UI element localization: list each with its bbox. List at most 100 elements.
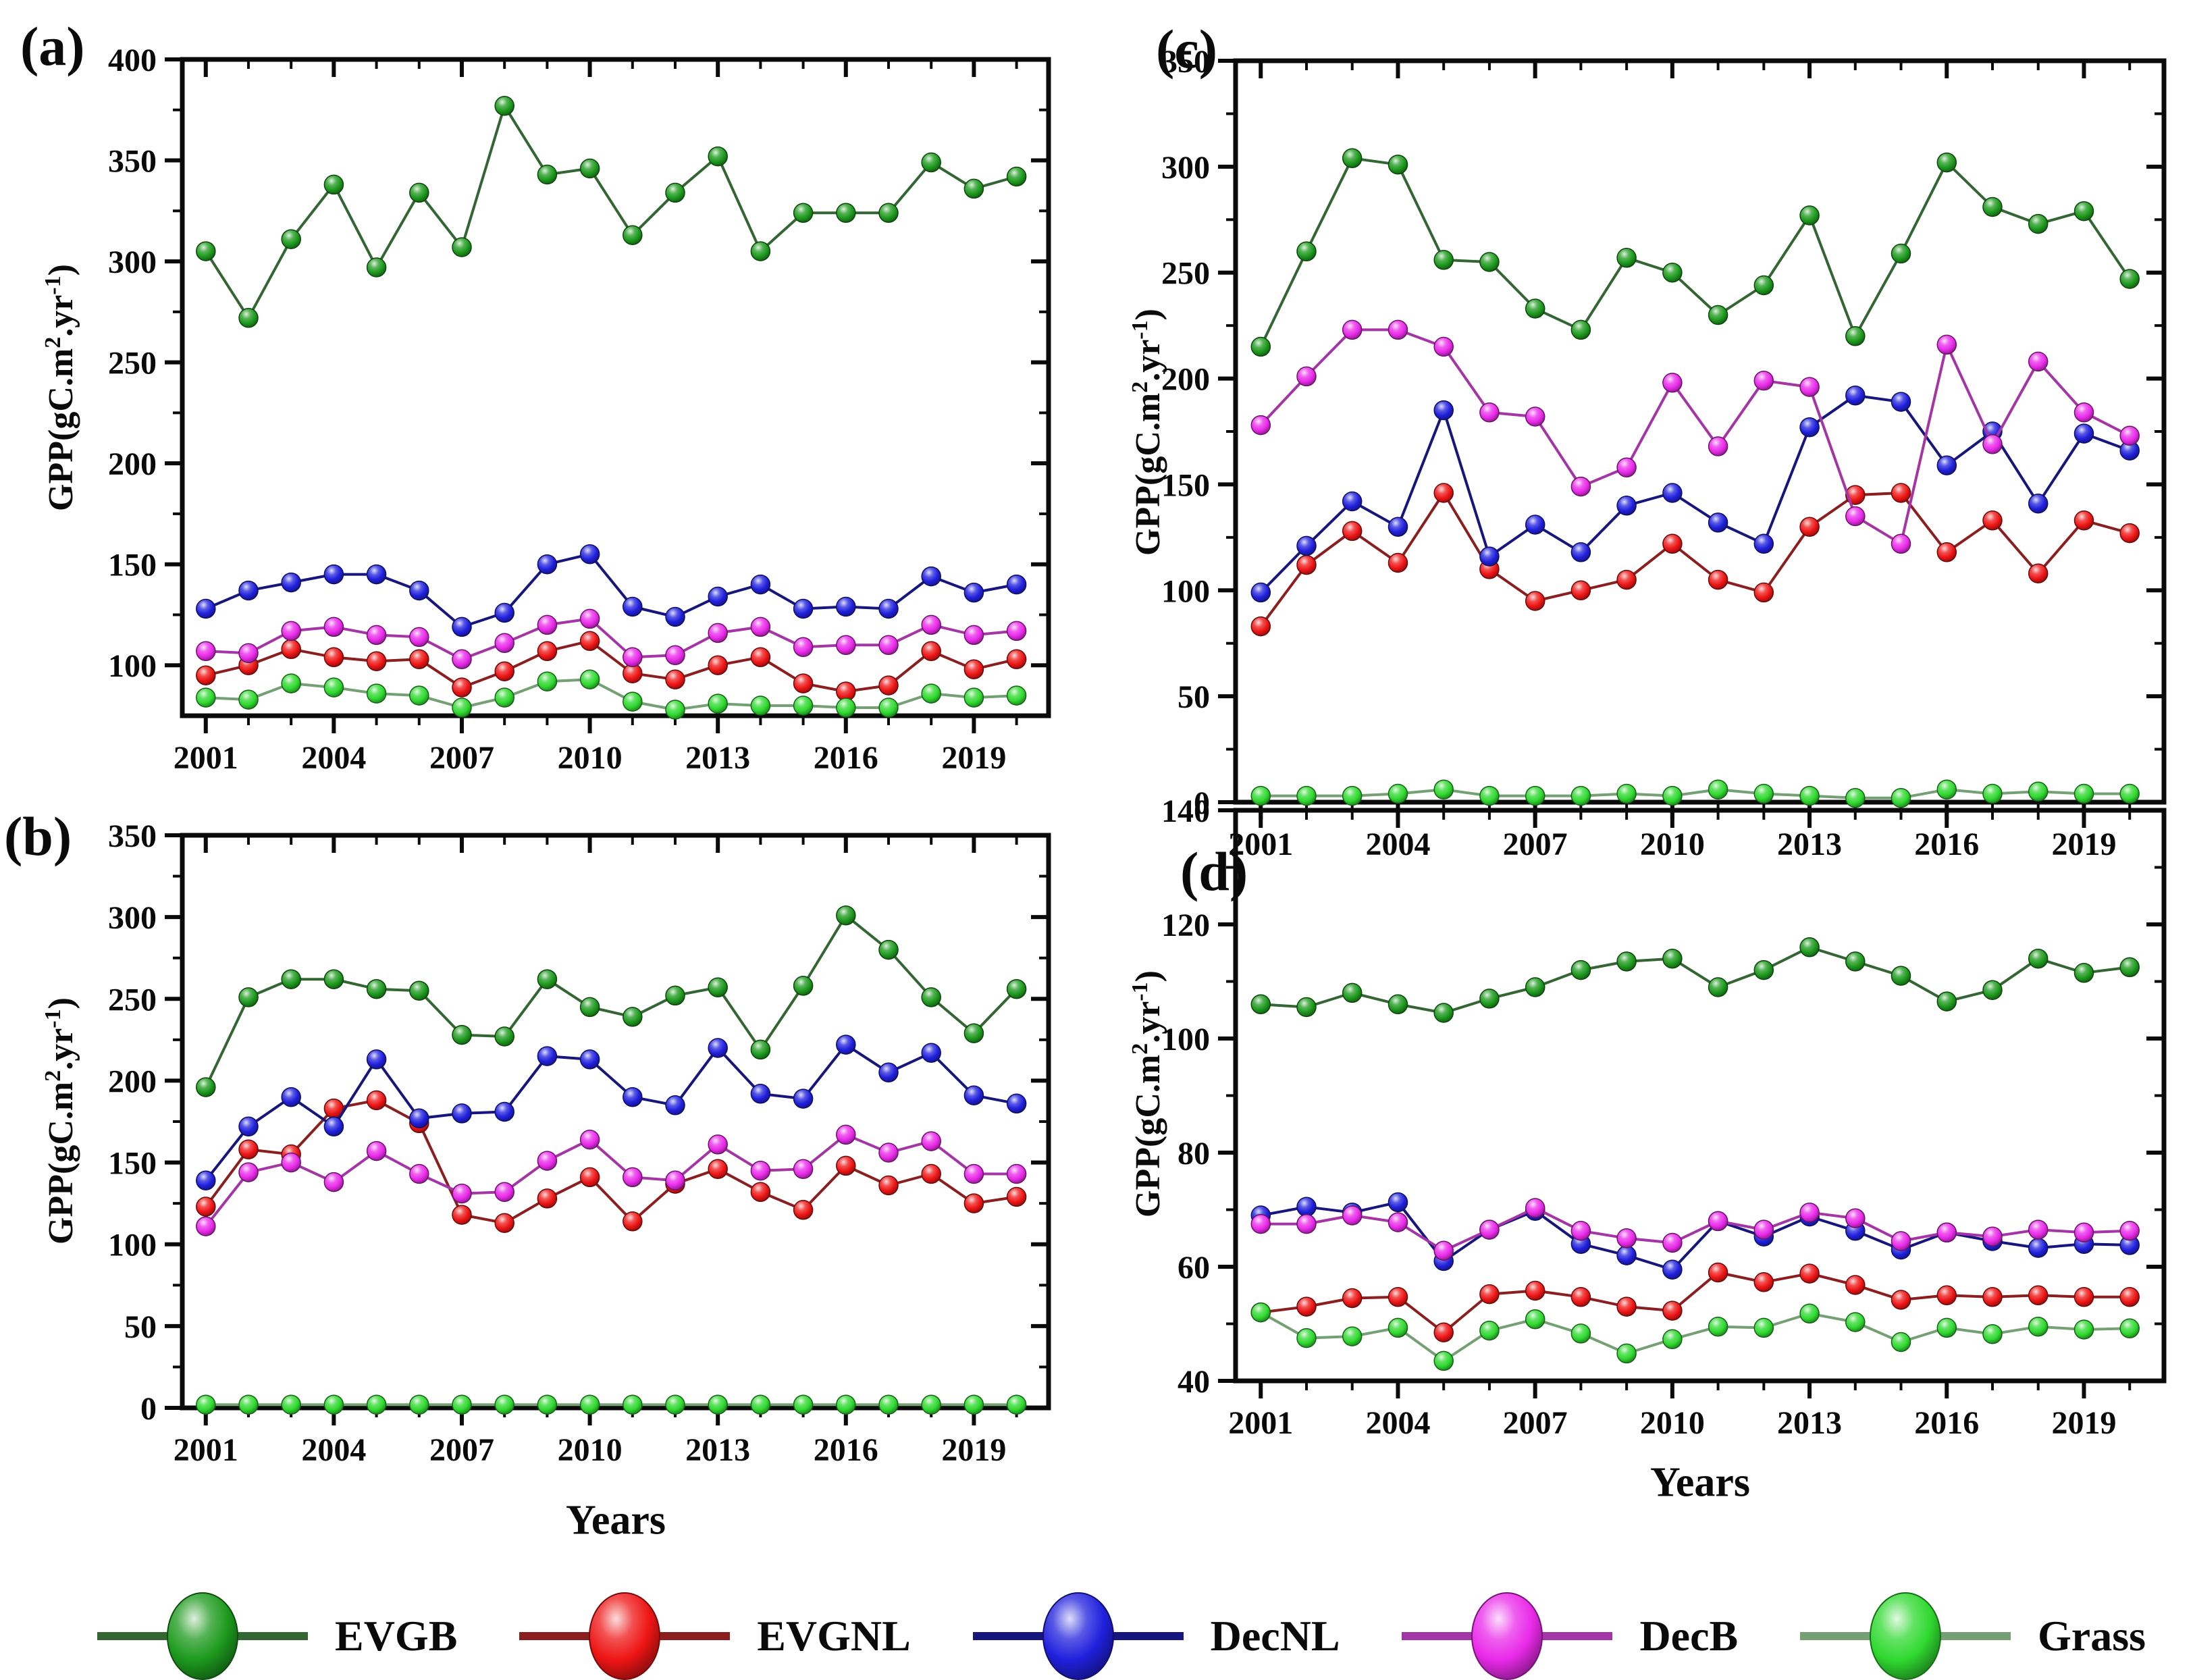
decnl-line-marker-icon	[972, 1592, 1184, 1680]
panel-2-series-DecB	[1250, 319, 2140, 554]
panel-2-axis-box	[1233, 58, 2167, 805]
svg-text:0: 0	[1194, 785, 1210, 821]
panel-1-ticks	[165, 833, 1049, 1425]
panel-b-y-axis-title: GPP(gC.m2.yr-1)	[40, 997, 81, 1244]
svg-text:2004: 2004	[1365, 826, 1430, 862]
legend-item-evgnl: EVGNL	[510, 1589, 911, 1680]
panel-1-tick-labels: 2001 2004 2007 2010 2013 2016 2019 0 50 100 150 200…	[108, 818, 1006, 1468]
panel-2-tick-labels: 2001 2004 2007 2010 2013 2016 2019 0 50 100 150 200…	[1161, 44, 2116, 862]
svg-text:120: 120	[1161, 908, 1210, 943]
panel-d-y-axis-title: GPP(gC.m2.yr-1)	[1127, 970, 1168, 1217]
legend-item-decnl: DecNL	[963, 1589, 1340, 1680]
svg-text:300: 300	[1161, 150, 1210, 186]
svg-text:140: 140	[1161, 793, 1210, 829]
panel-3-series-EVGNL	[1250, 1262, 2140, 1342]
panel-d-plot: 2001 2004 2007 2010 2013 2016 2019 40 60 80 100 120…	[1161, 793, 2167, 1441]
panel-a-y-axis-title: GPP(gC.m2.yr-1)	[40, 264, 81, 511]
decb-line-marker-icon	[1402, 1592, 1613, 1680]
svg-text:2010: 2010	[558, 740, 623, 776]
svg-text:100: 100	[108, 648, 157, 684]
evgb-line-marker-icon	[97, 1592, 308, 1680]
legend-label-grass: Grass	[2038, 1612, 2146, 1660]
panel-0-series-DecB	[196, 608, 1027, 670]
panel-2-ticks	[1218, 59, 2164, 820]
svg-text:2016: 2016	[814, 1432, 878, 1468]
panel-0-series-Grass	[196, 669, 1027, 720]
svg-text:40: 40	[1178, 1364, 1210, 1400]
panel-1-series-DecNL	[196, 1034, 1027, 1190]
legend-label-decnl: DecNL	[1210, 1612, 1340, 1660]
evgnl-line-marker-icon	[519, 1592, 731, 1680]
panel-b-x-axis-title: Years	[565, 1497, 666, 1544]
svg-text:200: 200	[108, 1064, 157, 1099]
svg-text:2019: 2019	[941, 740, 1006, 776]
panel-2-series-Grass	[1250, 779, 2140, 808]
svg-text:2016: 2016	[814, 740, 878, 776]
svg-text:100: 100	[108, 1228, 157, 1263]
legend-item-grass: Grass	[1791, 1589, 2146, 1680]
svg-text:2004: 2004	[301, 1432, 366, 1468]
panel-d-x-axis-title: Years	[1649, 1459, 1751, 1506]
grass-line-marker-icon	[1800, 1592, 2011, 1680]
panel-1-series-EVGB	[196, 905, 1027, 1097]
svg-text:350: 350	[108, 818, 157, 854]
svg-text:2010: 2010	[558, 1432, 623, 1468]
svg-text:2001: 2001	[1228, 1405, 1293, 1441]
svg-text:100: 100	[1161, 573, 1210, 609]
panel-2-series-EVGB	[1250, 148, 2140, 357]
svg-text:2001: 2001	[1228, 826, 1293, 862]
svg-text:2013: 2013	[685, 1432, 750, 1468]
svg-text:400: 400	[108, 43, 157, 78]
panel-b-letter: (b)	[4, 806, 72, 867]
svg-text:150: 150	[108, 548, 157, 583]
panel-0-tick-labels: 2001 2004 2007 2010 2013 2016 2019 100 150 200 250…	[108, 43, 1006, 776]
svg-text:2013: 2013	[1777, 1405, 1842, 1441]
svg-text:2004: 2004	[1365, 1405, 1430, 1441]
svg-text:2001: 2001	[174, 740, 238, 776]
svg-text:50: 50	[124, 1309, 157, 1345]
panel-3-series-EVGB	[1250, 937, 2140, 1023]
svg-text:2013: 2013	[1777, 826, 1842, 862]
svg-text:350: 350	[108, 144, 157, 180]
panel-2-series-DecNL	[1250, 385, 2140, 603]
svg-text:200: 200	[1161, 362, 1210, 398]
svg-text:2019: 2019	[2051, 1405, 2116, 1441]
legend-label-decb: DecB	[1639, 1612, 1739, 1660]
legend-label-evgnl: EVGNL	[757, 1612, 911, 1660]
svg-text:0: 0	[140, 1391, 157, 1427]
svg-text:2010: 2010	[1640, 1405, 1705, 1441]
svg-text:2007: 2007	[429, 740, 494, 776]
panel-0-series-DecNL	[196, 544, 1027, 637]
svg-text:300: 300	[108, 244, 157, 280]
panel-a-letter: (a)	[20, 16, 85, 77]
svg-text:250: 250	[108, 346, 157, 382]
panel-b-plot: 2001 2004 2007 2010 2013 2016 2019 0 50 100 150 200…	[108, 818, 1051, 1468]
panel-1-series-EVGNL	[196, 1090, 1027, 1233]
panel-1-series-DecB	[196, 1124, 1027, 1236]
svg-text:350: 350	[1161, 44, 1210, 80]
svg-text:2004: 2004	[301, 740, 366, 776]
svg-text:200: 200	[108, 446, 157, 482]
panel-0-ticks	[165, 57, 1049, 733]
legend-item-decb: DecB	[1392, 1589, 1738, 1680]
svg-text:80: 80	[1178, 1136, 1210, 1172]
panel-2-series-EVGNL	[1250, 483, 2140, 637]
svg-text:2013: 2013	[685, 740, 750, 776]
svg-text:150: 150	[1161, 467, 1210, 503]
svg-text:2007: 2007	[1503, 826, 1568, 862]
svg-text:2019: 2019	[941, 1432, 1006, 1468]
panel-0-series-EVGB	[196, 96, 1027, 328]
panel-0-axis-box	[180, 57, 1051, 718]
svg-text:2001: 2001	[174, 1432, 238, 1468]
svg-text:150: 150	[108, 1146, 157, 1182]
legend: EVGB EVGNL DecNL DecB Grass	[88, 1585, 2146, 1680]
svg-text:2016: 2016	[1914, 826, 1979, 862]
svg-text:50: 50	[1178, 679, 1210, 715]
panel-3-series-Grass	[1250, 1302, 2140, 1371]
legend-label-evgb: EVGB	[335, 1612, 458, 1660]
svg-text:60: 60	[1178, 1250, 1210, 1286]
svg-text:2016: 2016	[1914, 1405, 1979, 1441]
panel-c-letter: (c)	[1156, 18, 1218, 80]
panel-c-y-axis-title: GPP(gC.m2.yr-1)	[1127, 309, 1168, 556]
